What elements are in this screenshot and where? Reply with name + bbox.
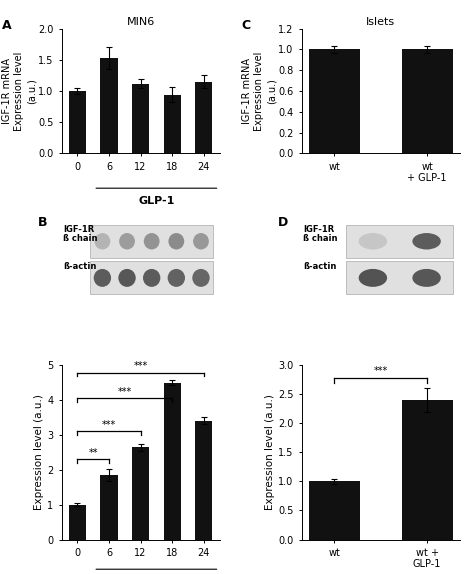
Ellipse shape (168, 269, 185, 287)
Y-axis label: Expression level (a.u.): Expression level (a.u.) (265, 394, 275, 510)
Ellipse shape (118, 269, 136, 287)
Bar (164, 95, 181, 153)
Ellipse shape (168, 233, 184, 250)
Text: ß-actin: ß-actin (303, 262, 337, 271)
Bar (69, 505, 86, 540)
Ellipse shape (192, 269, 210, 287)
Bar (132, 84, 149, 153)
Bar (309, 49, 360, 153)
Bar (100, 58, 118, 153)
Ellipse shape (94, 269, 111, 287)
Text: ß chain: ß chain (303, 234, 338, 243)
Bar (195, 82, 212, 153)
Ellipse shape (359, 233, 387, 250)
Title: MIN6: MIN6 (127, 17, 155, 26)
Text: IGF-1R: IGF-1R (63, 225, 94, 234)
Text: A: A (1, 19, 11, 32)
Ellipse shape (144, 233, 160, 250)
Y-axis label: IGF-1R mRNA
Expression level
(a.u.): IGF-1R mRNA Expression level (a.u.) (2, 51, 36, 131)
Ellipse shape (94, 233, 110, 250)
Bar (90, 261, 213, 294)
Bar (90, 225, 213, 258)
Text: ß-actin: ß-actin (63, 262, 97, 271)
Text: GLP-1: GLP-1 (138, 196, 174, 205)
Text: D: D (278, 216, 288, 229)
Text: **: ** (89, 448, 98, 458)
Bar (195, 421, 212, 540)
Text: ***: *** (374, 366, 388, 375)
Text: ***: *** (134, 362, 148, 371)
Text: IGF-1R: IGF-1R (303, 225, 335, 234)
Ellipse shape (119, 233, 135, 250)
Text: ß chain: ß chain (63, 234, 98, 243)
Ellipse shape (193, 233, 209, 250)
Y-axis label: Expression level (a.u.): Expression level (a.u.) (34, 394, 44, 510)
Bar (346, 261, 454, 294)
Y-axis label: IGF-1R mRNA
Expression level
(a.u.): IGF-1R mRNA Expression level (a.u.) (242, 51, 277, 131)
Ellipse shape (143, 269, 160, 287)
Text: ***: *** (102, 420, 116, 430)
Title: Islets: Islets (366, 17, 395, 26)
Ellipse shape (412, 233, 441, 250)
Bar (100, 475, 118, 540)
Bar (309, 482, 360, 540)
Ellipse shape (359, 269, 387, 287)
Bar (346, 225, 454, 258)
Bar (401, 49, 453, 153)
Bar (69, 91, 86, 153)
Bar (164, 382, 181, 540)
Text: B: B (38, 216, 47, 229)
Text: C: C (242, 19, 251, 32)
Ellipse shape (412, 269, 441, 287)
Text: ***: *** (118, 387, 132, 397)
Bar (401, 400, 453, 540)
Bar (132, 447, 149, 540)
